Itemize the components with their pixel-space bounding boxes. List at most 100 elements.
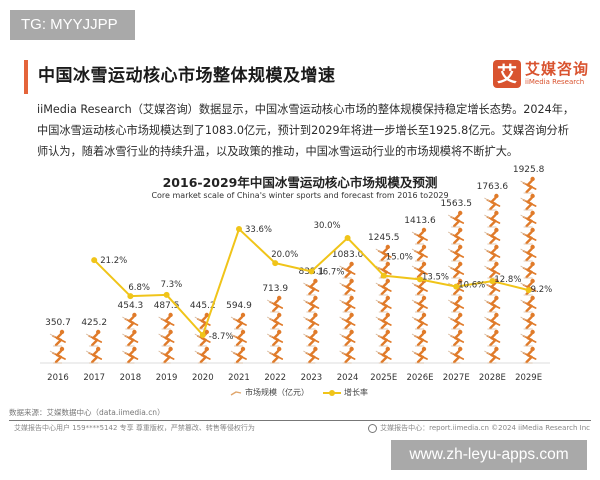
legend-label-market-size: 市场规模（亿元） (245, 388, 309, 397)
skier-icon (302, 346, 320, 364)
bar-value-label: 1563.5 (440, 199, 472, 209)
x-tick-labels: 2016 2017 2018 2019 2020 2021 2022 2023 2024 2025… (47, 373, 542, 383)
bar-value-label: 487.5 (154, 301, 180, 311)
bar-value-label: 1925.8 (513, 165, 545, 175)
combo-chart: 350.7425.2454.3487.5445.2594.9713.9833.1… (40, 165, 552, 383)
skier-icon (519, 346, 537, 364)
skier-icon (338, 346, 356, 364)
watermark: www.zh-leyu-apps.com (391, 440, 587, 470)
skier-icon (483, 329, 501, 347)
skier-icon (410, 295, 429, 313)
skier-icon (483, 312, 501, 330)
growth-rate-label: 9.2% (531, 285, 553, 295)
skier-icon (447, 227, 465, 245)
skier-icon (302, 329, 320, 347)
growth-rate-label: 20.0% (271, 250, 298, 260)
growth-line (91, 226, 532, 338)
skier-icon (483, 346, 501, 364)
skier-legend-icon (230, 390, 242, 396)
skier-icon (374, 312, 392, 330)
skier-icon (483, 295, 501, 313)
logo-name-cn: 艾媒咨询 (525, 60, 590, 78)
skier-icon (519, 210, 537, 228)
skier-icon (447, 312, 465, 330)
skier-icon (157, 346, 175, 364)
skier-icon (483, 244, 501, 262)
footer-copyright-notice: 艾媒报告中心用户 159****5142 专享 尊重版权，严禁篡改、转售等侵权行… (14, 424, 255, 432)
skier-icon (519, 227, 537, 245)
skier-icon (157, 312, 175, 330)
skier-icon (447, 244, 465, 262)
data-source: 数据来源：艾媒数据中心（data.iimedia.cn） (9, 408, 165, 417)
skier-icon (374, 329, 392, 347)
bar-value-label: 1245.5 (368, 233, 400, 243)
skier-icon (229, 346, 248, 364)
skier-icon (266, 295, 284, 313)
growth-labels: 21.2% 6.8% 7.3% -8.7% 33.6% 20.0% 16.7% 30.0% 15… (100, 221, 552, 342)
skier-icon (447, 261, 465, 279)
skier-icon (84, 329, 103, 347)
growth-rate-label: 13.5% (422, 272, 449, 282)
skier-icon (302, 278, 320, 296)
footer-report-text: 艾媒报告中心：report.iimedia.cn ©2024 iiMedia R… (380, 424, 590, 432)
footer-divider (9, 420, 591, 421)
skier-icon (338, 295, 356, 313)
iimedia-logo: 艾 艾媒咨询 iiMedia Research (493, 60, 589, 88)
skier-icon (519, 261, 537, 279)
skier-icon (519, 244, 537, 262)
skier-icon (374, 278, 392, 296)
footer-report-center: 艾媒报告中心：report.iimedia.cn ©2024 iiMedia R… (368, 423, 590, 433)
legend-label-growth: 增长率 (344, 388, 368, 397)
x-tick-label: 2018 (120, 373, 142, 383)
skier-icon (121, 312, 139, 330)
x-tick-label: 2017 (83, 373, 105, 383)
chart-title: 2016-2029年中国冰雪运动核心市场规模及预测 (162, 175, 438, 190)
x-tick-label: 2022 (264, 373, 286, 383)
bar-value-label: 1083.0 (332, 250, 364, 260)
skier-icon (483, 193, 501, 211)
skier-icon (266, 329, 284, 347)
skier-icon (410, 329, 429, 347)
report-center-icon (368, 423, 378, 433)
bar-value-label: 594.9 (226, 301, 252, 311)
skier-icon (519, 176, 537, 194)
title-accent-bar (24, 60, 28, 94)
skier-icon (302, 312, 320, 330)
skier-icon (48, 346, 67, 364)
intro-paragraph: iiMedia Research（艾媒咨询）数据显示，中国冰雪运动核心市场的整体… (37, 103, 575, 158)
growth-rate-label: 12.8% (494, 275, 521, 285)
skier-icon (157, 329, 175, 347)
page-title: 中国冰雪运动核心市场整体规模及增速 (38, 66, 336, 86)
growth-rate-label: 7.3% (161, 280, 183, 290)
skier-icon (410, 346, 429, 364)
x-tick-label: 2021 (228, 373, 250, 383)
bar-value-label: 454.3 (118, 301, 144, 311)
growth-rate-label: 15.0% (386, 253, 413, 263)
legend-item-market-size: 市场规模（亿元） (230, 387, 309, 398)
bar-value-label: 713.9 (262, 284, 288, 294)
growth-rate-label: 6.8% (128, 283, 150, 293)
skier-icon (193, 346, 212, 364)
skier-icon (84, 346, 103, 364)
growth-rate-label: 30.0% (314, 221, 341, 231)
skier-icon (338, 329, 356, 347)
skier-icon (266, 346, 284, 364)
bar-value-label: 1763.6 (477, 182, 509, 192)
skier-icon (447, 210, 465, 228)
bar-value-labels: 350.7425.2454.3487.5445.2594.9713.9833.1… (45, 165, 544, 328)
chart-subtitle: Core market scale of China's winter spor… (151, 191, 449, 200)
skier-icon (519, 329, 537, 347)
x-tick-label: 2024 (337, 373, 359, 383)
skier-icon (121, 346, 139, 364)
x-tick-label: 2023 (301, 373, 323, 383)
bar-value-label: 445.2 (190, 301, 216, 311)
x-tick-label: 2028E (479, 373, 506, 383)
bar-value-label: 425.2 (81, 318, 107, 328)
skier-icon (519, 193, 537, 211)
x-tick-label: 2016 (47, 373, 69, 383)
skier-icon (519, 312, 537, 330)
x-tick-label: 2019 (156, 373, 178, 383)
skier-icon (483, 210, 501, 228)
x-tick-label: 2029E (515, 373, 542, 383)
bar-value-label: 350.7 (45, 318, 71, 328)
